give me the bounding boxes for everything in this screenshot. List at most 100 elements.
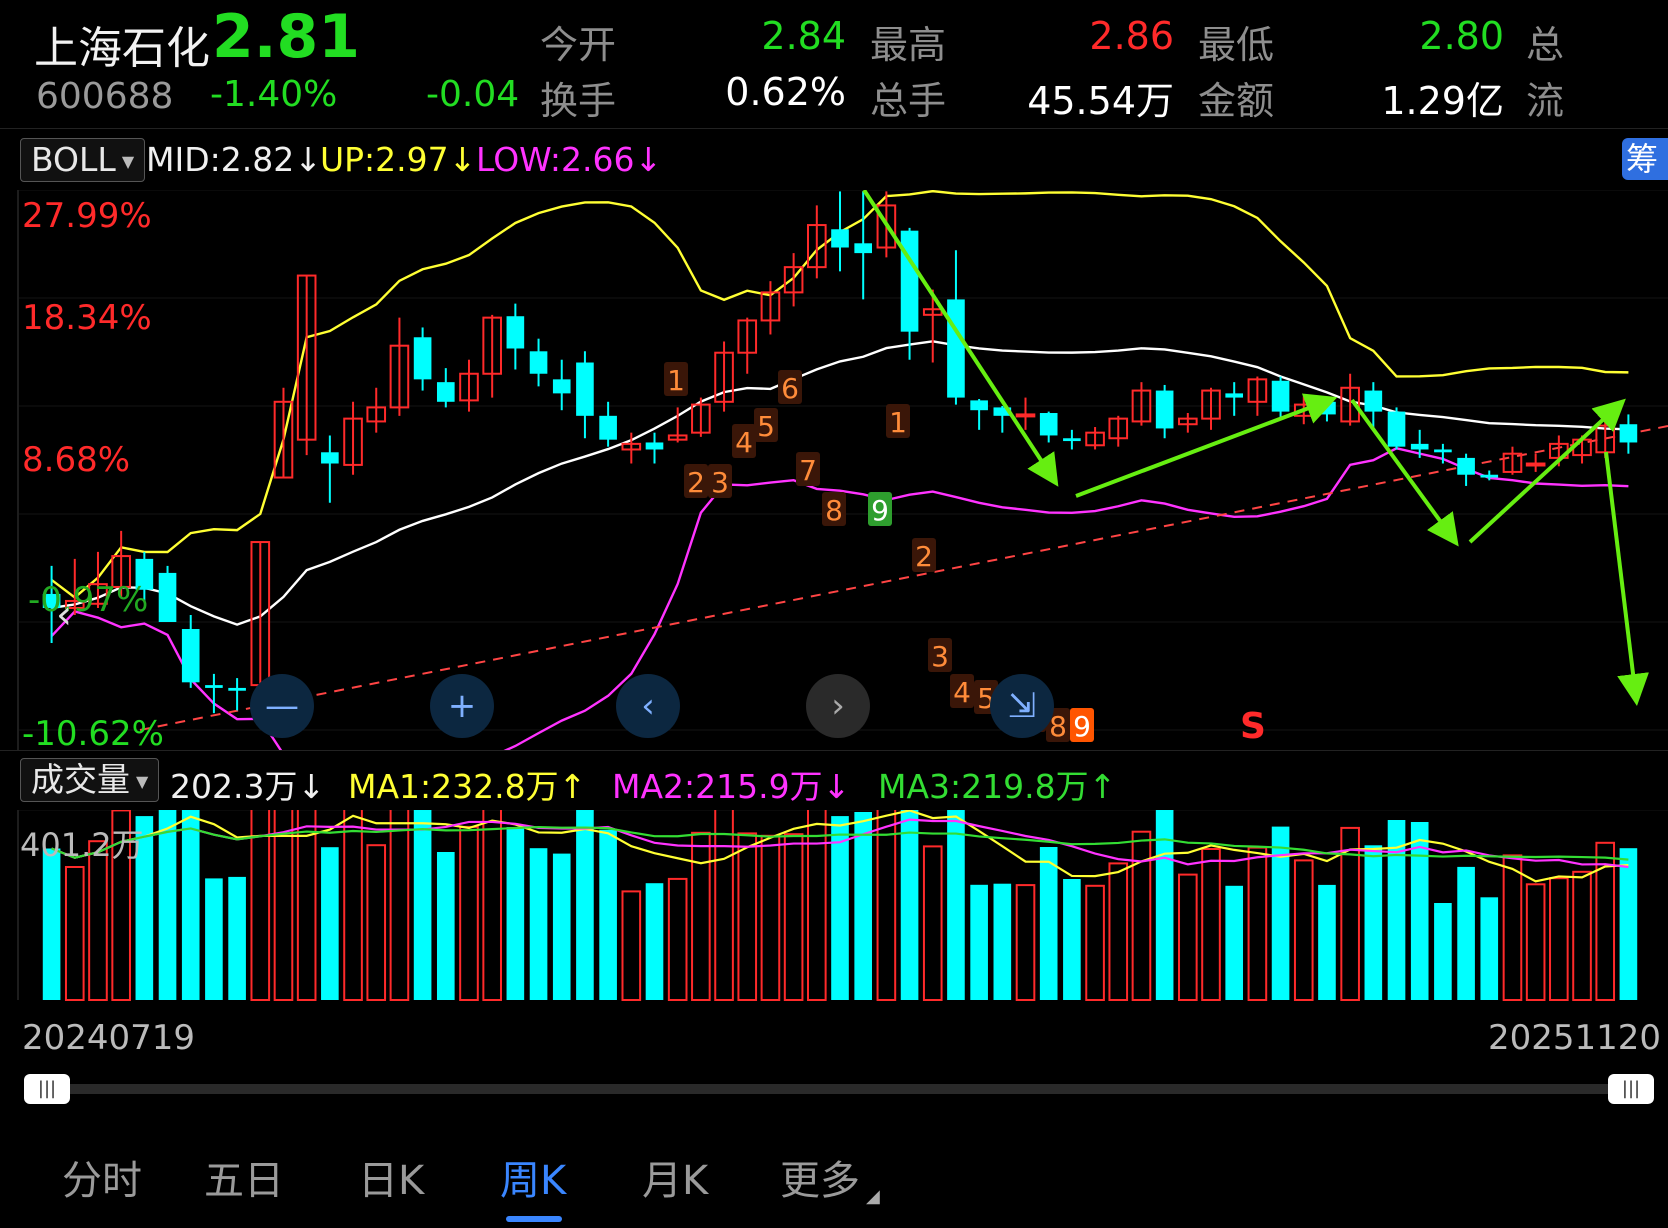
annotations: 123456789123456789 bbox=[664, 190, 1649, 743]
total-mv-label-cut: 总 bbox=[1526, 23, 1565, 67]
pct-label-5: -10.62% bbox=[22, 714, 164, 754]
pan-left-button[interactable]: ‹ bbox=[616, 674, 680, 738]
volume-bar-down bbox=[413, 810, 432, 1000]
tab-intraday[interactable]: 分时 bbox=[62, 1158, 142, 1204]
volume-bar-up bbox=[88, 840, 108, 1002]
volume-bar-up bbox=[1525, 883, 1546, 1001]
tab-monthly-k[interactable]: 月K bbox=[642, 1158, 709, 1204]
volume-bar-up bbox=[1502, 854, 1523, 1002]
volume-bar-up bbox=[1015, 884, 1036, 1001]
low-label: 最低 bbox=[1198, 23, 1275, 67]
tab-more[interactable]: 更多 bbox=[780, 1158, 860, 1204]
candle-body-up bbox=[876, 204, 897, 249]
volume-bar-up bbox=[64, 866, 85, 1001]
kline-chart[interactable]: 123456789123456789 bbox=[0, 190, 1668, 750]
volume-bar-down bbox=[645, 883, 664, 1000]
volume-bar-down bbox=[158, 810, 177, 1000]
scroll-left-arrow-icon[interactable]: ‹ bbox=[56, 592, 72, 638]
candle-body-up bbox=[1085, 431, 1105, 447]
pan-right-button[interactable]: › bbox=[806, 674, 870, 738]
candle-body-up bbox=[64, 599, 85, 609]
volume-bar-down bbox=[436, 852, 455, 1000]
volume-bar-up bbox=[1085, 884, 1105, 1001]
indicator-selector[interactable]: BOLL ▼ bbox=[20, 138, 146, 182]
volume-bar-up bbox=[1293, 859, 1314, 1002]
count-badge bbox=[1070, 708, 1094, 742]
range-slider-track[interactable] bbox=[40, 1084, 1630, 1094]
boll-low: LOW:2.66↓ bbox=[476, 140, 663, 179]
tab-five-day[interactable]: 五日 bbox=[204, 1158, 284, 1204]
trend-line bbox=[139, 425, 1668, 731]
volume-bar-down bbox=[831, 816, 849, 1000]
pct-label-2: 18.34% bbox=[22, 298, 152, 338]
candle-body-up bbox=[482, 316, 502, 375]
volume-bar-down bbox=[552, 853, 571, 1000]
boll-mid-line bbox=[51, 340, 1629, 626]
volume-ma3: MA3:219.8万↑ bbox=[878, 767, 1117, 806]
zoom-out-button[interactable]: — bbox=[250, 674, 314, 738]
count-badge bbox=[822, 492, 846, 526]
count-badge bbox=[950, 674, 974, 708]
volume-bar-up bbox=[621, 890, 642, 1001]
stock-name: 上海石化 bbox=[34, 23, 210, 74]
candle-body-up bbox=[296, 274, 317, 441]
volume-bar-down bbox=[1271, 826, 1290, 1000]
tab-weekly-k[interactable]: 周K bbox=[500, 1158, 567, 1204]
volume-bar-down bbox=[1410, 822, 1429, 1000]
candle-body-down bbox=[854, 243, 872, 254]
candle-body-up bbox=[807, 224, 827, 269]
candle-body-down bbox=[831, 229, 849, 248]
count-badge bbox=[796, 452, 820, 486]
count-badge bbox=[732, 424, 756, 458]
volume-bar-up bbox=[482, 810, 502, 1001]
volume-bar-up bbox=[1595, 841, 1616, 1001]
volume-bar-down bbox=[1318, 884, 1336, 1000]
volume-chart[interactable] bbox=[0, 810, 1668, 1010]
open-value: 2.84 bbox=[761, 14, 846, 58]
candle-body-down bbox=[552, 379, 571, 394]
candle-body-down bbox=[158, 572, 177, 622]
more-corner-icon: ◢ bbox=[866, 1186, 880, 1207]
volume-bar-up bbox=[1340, 826, 1360, 1002]
candle-body-up bbox=[1131, 389, 1152, 423]
candles bbox=[42, 191, 1638, 714]
count-badge bbox=[754, 408, 778, 442]
volume-value: 202.3万↓ bbox=[170, 767, 326, 806]
start-date: 20240719 bbox=[22, 1018, 196, 1058]
volume-bar-up bbox=[1247, 846, 1268, 1001]
volume-bar-down bbox=[321, 847, 339, 1000]
candle-body-up bbox=[667, 434, 688, 441]
volume-indicator-selector[interactable]: 成交量 ▼ bbox=[20, 758, 160, 802]
candle-body-down bbox=[1039, 413, 1058, 436]
zoom-in-button[interactable]: + bbox=[430, 674, 494, 738]
change-percent: -1.40% bbox=[210, 74, 338, 115]
range-slider-right-handle[interactable]: ||| bbox=[1608, 1074, 1654, 1104]
volume-grid bbox=[17, 810, 1668, 1000]
candle-body-up bbox=[88, 583, 108, 605]
volume-indicator-name: 成交量 bbox=[31, 760, 130, 799]
candle-body-down bbox=[436, 382, 455, 402]
candle-body-down bbox=[1619, 424, 1638, 443]
candle-body-down bbox=[1155, 390, 1174, 429]
volume-bar-down bbox=[970, 884, 988, 1000]
tab-daily-k[interactable]: 日K bbox=[358, 1158, 425, 1204]
candle-body-down bbox=[1271, 380, 1290, 412]
candle-body-down bbox=[321, 452, 339, 464]
count-number: 2 bbox=[687, 466, 705, 499]
indicator-name: BOLL bbox=[31, 140, 116, 179]
volume-bar-down bbox=[181, 810, 200, 1000]
amount-label: 金额 bbox=[1198, 79, 1275, 123]
count-number: 5 bbox=[757, 410, 775, 443]
candle-body-up bbox=[389, 344, 410, 409]
volume-bar-up bbox=[296, 810, 317, 1001]
volume-bar-up bbox=[783, 833, 804, 1002]
volume-ma2: MA2:215.9万↓ bbox=[612, 767, 851, 806]
fit-screen-button[interactable]: ⇲ bbox=[990, 674, 1054, 738]
volume-bar-up bbox=[1108, 862, 1129, 1002]
range-slider-left-handle[interactable]: ||| bbox=[24, 1074, 70, 1104]
chip-distribution-button[interactable]: 筹 bbox=[1622, 138, 1668, 180]
count-badge bbox=[868, 492, 892, 526]
volume-bar-up bbox=[737, 832, 758, 1002]
last-price: 2.81 bbox=[212, 2, 361, 72]
count-badge bbox=[912, 538, 936, 572]
